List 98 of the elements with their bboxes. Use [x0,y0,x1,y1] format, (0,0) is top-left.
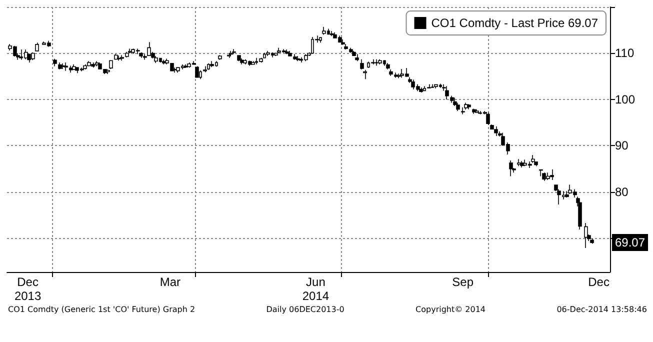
candlestick [322,26,326,36]
candlestick [363,69,367,80]
candlestick [266,50,270,56]
candlestick [394,72,398,78]
y-tick-label: 90 [615,138,629,153]
candlestick [557,188,561,205]
candlestick [143,54,147,60]
candlestick [349,47,353,54]
candlestick [120,54,124,62]
candlestick [386,62,390,70]
candlestick [550,168,554,180]
candlestick [229,50,233,56]
candlestick [389,69,393,76]
candlestick [114,54,118,60]
candlestick [83,64,87,70]
candlestick [467,104,471,110]
y-tick-label: 80 [615,184,629,199]
candlestick [64,62,68,72]
candlestick [590,238,594,244]
text: Copyright© 2014 [416,305,486,314]
candlestick [147,42,151,56]
candlestick [58,62,62,70]
candlestick [341,38,345,46]
candlestick [95,60,99,67]
candlestick [319,36,322,44]
candlestick [184,64,188,68]
candlestick [378,58,382,65]
candlestick [296,56,300,62]
candlestick [509,160,513,177]
candlestick [27,53,31,63]
candlestick [232,48,236,55]
x-tick-label: Dec [588,275,610,289]
candlestick [210,60,214,68]
candlestick [203,66,207,73]
y-tick-label: 110 [615,46,634,60]
candlestick [162,59,166,65]
candlestick [360,58,364,70]
candlestick [464,102,468,110]
candlestick [125,51,129,58]
candlestick [35,42,39,52]
candlestick [546,172,550,180]
legend-label: CO1 Comdty - Last Price 69.07 [431,16,598,30]
candlestick [72,64,76,70]
candlestick [344,44,348,50]
candlestick [154,56,158,64]
candlestick [87,60,91,67]
candlestick [461,106,465,115]
candlestick [445,86,449,100]
candlestick [562,190,566,200]
x-tick-label: Dec 2013 [14,275,42,303]
candlestick [69,65,73,74]
candlestick [419,87,423,93]
candlestick [173,67,177,74]
candlestick [450,95,454,104]
candlestick [475,108,479,114]
candlestick [237,54,241,62]
candlestick [371,58,375,65]
annotation: 69.07 [615,236,646,250]
candlestick [431,84,434,88]
candlestick [218,54,222,60]
x-tick-label: Sep [452,275,474,289]
candlestick [397,73,401,79]
candlestick [517,158,521,166]
candlestick [195,66,199,78]
candlestick [31,52,35,61]
text: Daily 06DEC2013-0 [266,305,344,314]
text: 06-Dec-2014 13:58:46 [556,305,647,314]
candlestick [355,54,359,62]
candlestick [472,108,476,114]
candlestick [293,54,297,60]
candlestick [542,172,546,182]
candlestick [584,222,588,248]
candlestick [494,126,498,136]
candlestick [240,58,244,65]
candlestick [520,160,524,168]
candlestick [61,63,65,70]
x-tick-label: Jun 2014 [302,275,330,303]
y-tick-label: 100 [615,92,636,106]
x-tick-label: Mar [160,275,180,289]
candlestick [330,30,334,37]
candlestick [117,55,121,62]
candlestick [53,58,57,67]
candlestick [288,50,292,56]
candlestick [486,112,490,126]
candlestick [427,84,431,89]
candlestick [285,49,289,55]
candlestick [128,48,132,54]
candlestick [251,60,255,66]
candlestick [199,70,202,80]
candlestick [259,57,263,63]
candlestick [539,168,543,177]
candlestick [207,63,210,70]
candlestick [91,62,95,68]
candlestick [139,52,143,58]
candlestick [434,84,438,89]
text: CO1 Comdty (Generic 1st 'CO' Future) Graph 2 [8,305,196,314]
candlestick [263,52,266,58]
candlestick [375,58,378,66]
